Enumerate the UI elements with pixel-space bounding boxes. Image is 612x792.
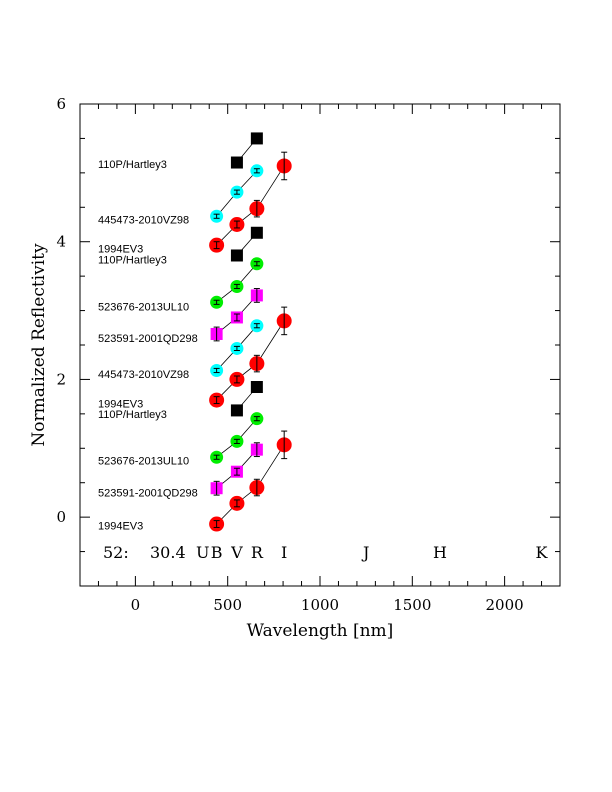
x-tick-label: 2000 [486,596,524,614]
series-line [216,444,285,525]
y-axis-label: Normalized Reflectivity [29,243,49,447]
data-point [230,156,243,169]
data-point [230,404,243,417]
series-label: 110P/Hartley3 [98,409,167,421]
x-tick-label: 1000 [301,596,339,614]
data-point [230,249,243,262]
band-label: I [281,543,287,562]
x-axis-ticks: 0 500 1000 1500 2000 [79,104,561,614]
band-label: B [211,543,223,562]
series: 1994EV3 [98,430,292,532]
series-label: 110P/Hartley3 [98,255,167,267]
series: 445473-2010VZ98 [98,164,264,227]
x-axis-label: Wavelength [nm] [247,621,394,641]
series-label: 523676-2013UL10 [98,456,189,468]
series: 523676-2013UL10 [98,412,264,468]
x-tick-label: 0 [131,596,141,614]
annotation-right: 30.4 [150,543,186,562]
series: 523591-2001QD298 [98,442,263,499]
series-label: 523591-2001QD298 [98,487,198,499]
data-series: 1994EV3 523591-2001QD298 523676-2013UL10 11… [98,132,292,532]
band-label: H [433,543,447,562]
series-label: 523676-2013UL10 [98,301,189,313]
series: 110P/Hartley3 [98,132,263,171]
series: 1994EV3 [98,306,292,411]
band-label: R [251,543,264,562]
series: 523676-2013UL10 [98,257,264,313]
series-label: 445473-2010VZ98 [98,215,189,227]
series: 1994EV3 [98,151,292,256]
series-line [216,320,285,401]
y-tick-label: 4 [56,233,66,251]
y-tick-label: 2 [56,370,66,388]
x-tick-label: 500 [213,596,242,614]
series: 523591-2001QD298 [98,288,263,345]
series-label: 1994EV3 [98,244,143,256]
annotation-left: 52: [103,543,129,562]
series: 110P/Hartley3 [98,381,263,421]
y-tick-label: 6 [56,95,66,113]
data-point [250,132,263,145]
band-label: V [230,543,243,562]
y-axis-ticks: 0 2 4 6 [56,95,560,587]
series-label: 523591-2001QD298 [98,333,198,345]
series-label: 445473-2010VZ98 [98,369,189,381]
x-tick-label: 1500 [393,596,431,614]
series-line [216,165,285,246]
data-point [250,381,263,394]
series-label: 1994EV3 [98,399,143,411]
series-label: 1994EV3 [98,520,143,532]
band-label: K [536,543,549,562]
band-label: U [196,543,209,562]
series: 445473-2010VZ98 [98,319,264,381]
data-point [250,226,263,239]
band-label: J [361,543,369,562]
series-label: 110P/Hartley3 [98,159,167,171]
y-tick-label: 0 [56,508,66,526]
series: 110P/Hartley3 [98,226,263,267]
